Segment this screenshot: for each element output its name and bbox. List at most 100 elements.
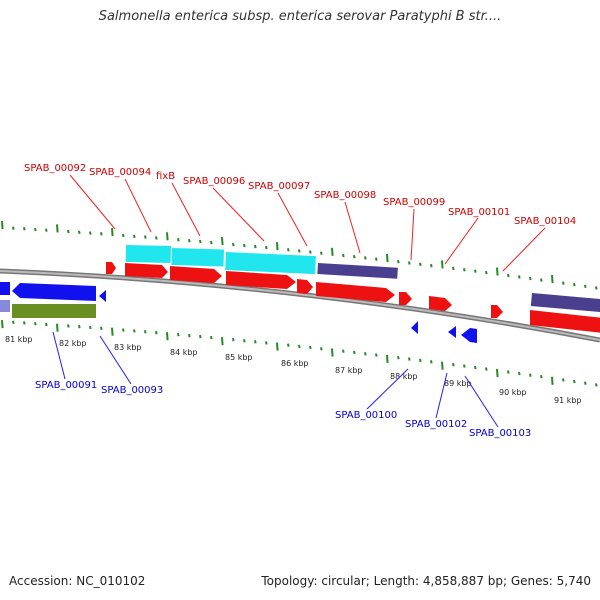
minor-tick (210, 240, 213, 245)
minor-tick (155, 331, 158, 335)
minor-tick (155, 236, 158, 240)
gene-label-reverse[interactable]: SPAB_00103 (469, 428, 531, 439)
gene-feature-purple (317, 262, 398, 279)
cds-forward-arrow (530, 310, 600, 333)
cds-forward-arrow (226, 271, 296, 289)
minor-tick (45, 322, 48, 327)
minor-tick (419, 262, 422, 267)
gene-feature-cyan (225, 252, 316, 275)
minor-tick (573, 282, 576, 287)
gene-label-forward[interactable]: SPAB_00092 (24, 163, 86, 174)
gene-label-forward[interactable]: SPAB_00099 (383, 197, 445, 208)
minor-tick (320, 347, 323, 351)
minor-tick (342, 253, 345, 258)
gene-label-reverse[interactable]: SPAB_00091 (35, 380, 97, 391)
scale-label: 83 kbp (114, 343, 142, 352)
minor-tick (23, 227, 26, 231)
gene-label-forward[interactable]: fixB (156, 171, 175, 182)
minor-tick (430, 360, 433, 364)
minor-tick (408, 357, 411, 361)
minor-tick (507, 370, 510, 374)
minor-tick (89, 231, 92, 235)
minor-tick (78, 325, 81, 329)
minor-tick (144, 235, 147, 239)
genome-summary: Topology: circular; Length: 4,858,887 bp… (261, 574, 591, 588)
minor-tick (199, 239, 202, 244)
minor-tick (408, 261, 411, 265)
minor-tick (353, 350, 356, 355)
cds-forward-arrow (170, 266, 222, 283)
minor-tick (595, 286, 598, 290)
scale-label: 81 kbp (5, 335, 33, 344)
scale-label: 91 kbp (554, 396, 582, 405)
minor-tick (12, 226, 15, 230)
scale-ticks-lower (1, 320, 598, 387)
scale-label: 90 kbp (499, 388, 527, 397)
minor-tick (45, 228, 48, 232)
cds-reverse-arrow (448, 326, 456, 338)
major-tick (276, 342, 279, 351)
reverse-label-leaders (52, 331, 499, 428)
minor-tick (78, 230, 81, 235)
minor-tick (584, 381, 587, 385)
minor-tick (133, 234, 136, 238)
minor-tick (188, 238, 191, 243)
cds-reverse-arrow (461, 328, 477, 343)
minor-tick (298, 249, 301, 253)
major-tick (1, 320, 4, 329)
minor-tick (177, 332, 180, 337)
minor-tick (518, 275, 521, 279)
major-tick (331, 348, 334, 357)
gene-label-reverse[interactable]: SPAB_00102 (405, 419, 467, 430)
minor-tick (375, 353, 378, 357)
minor-tick (34, 227, 37, 232)
cds-reverse-arrow (99, 290, 106, 302)
cds-forward-arrow (429, 296, 452, 311)
scale-label: 86 kbp (281, 359, 309, 368)
minor-tick (243, 339, 246, 343)
scale-ticks-upper (1, 221, 598, 290)
minor-tick (562, 281, 565, 285)
cds-forward-arrow (491, 305, 503, 318)
minor-tick (177, 238, 180, 242)
forward-track (106, 245, 600, 333)
gene-feature-purple (530, 293, 600, 313)
minor-tick (188, 333, 191, 338)
gene-label-forward[interactable]: SPAB_00094 (89, 167, 151, 178)
minor-tick (287, 248, 290, 252)
gene-label-reverse[interactable]: SPAB_00093 (101, 385, 163, 396)
scale-label: 82 kbp (59, 339, 87, 348)
minor-tick (309, 250, 312, 254)
cds-reverse-arrow (0, 282, 10, 295)
major-tick (386, 354, 389, 363)
minor-tick (507, 273, 510, 278)
gene-feature-cyan (171, 247, 224, 267)
gene-label-forward[interactable]: SPAB_00101 (448, 207, 510, 218)
minor-tick (298, 344, 301, 349)
accession-label: Accession: NC_010102 (9, 574, 146, 588)
minor-tick (342, 349, 345, 353)
scale-label: 87 kbp (335, 366, 363, 375)
major-tick (111, 228, 114, 237)
minor-tick (463, 364, 466, 368)
major-tick (221, 337, 224, 346)
gene-label-reverse[interactable]: SPAB_00100 (335, 410, 397, 421)
genome-title: Salmonella enterica subsp. enterica sero… (98, 9, 502, 24)
gene-label-forward[interactable]: SPAB_00098 (314, 190, 376, 201)
scale-label: 85 kbp (225, 353, 253, 362)
gene-label-forward[interactable]: SPAB_00096 (183, 176, 245, 187)
gene-feature-cyan (125, 245, 171, 263)
minor-tick (463, 268, 466, 272)
gene-label-forward[interactable]: SPAB_00104 (514, 216, 576, 227)
cds-forward-arrow (125, 263, 168, 278)
cds-forward-arrow (297, 279, 313, 294)
major-tick (331, 247, 334, 256)
gene-feature-olive (12, 304, 96, 318)
minor-tick (529, 276, 532, 281)
minor-tick (529, 373, 532, 377)
minor-tick (67, 324, 70, 328)
major-tick (496, 267, 499, 276)
gene-label-forward[interactable]: SPAB_00097 (248, 181, 310, 192)
minor-tick (287, 343, 290, 347)
